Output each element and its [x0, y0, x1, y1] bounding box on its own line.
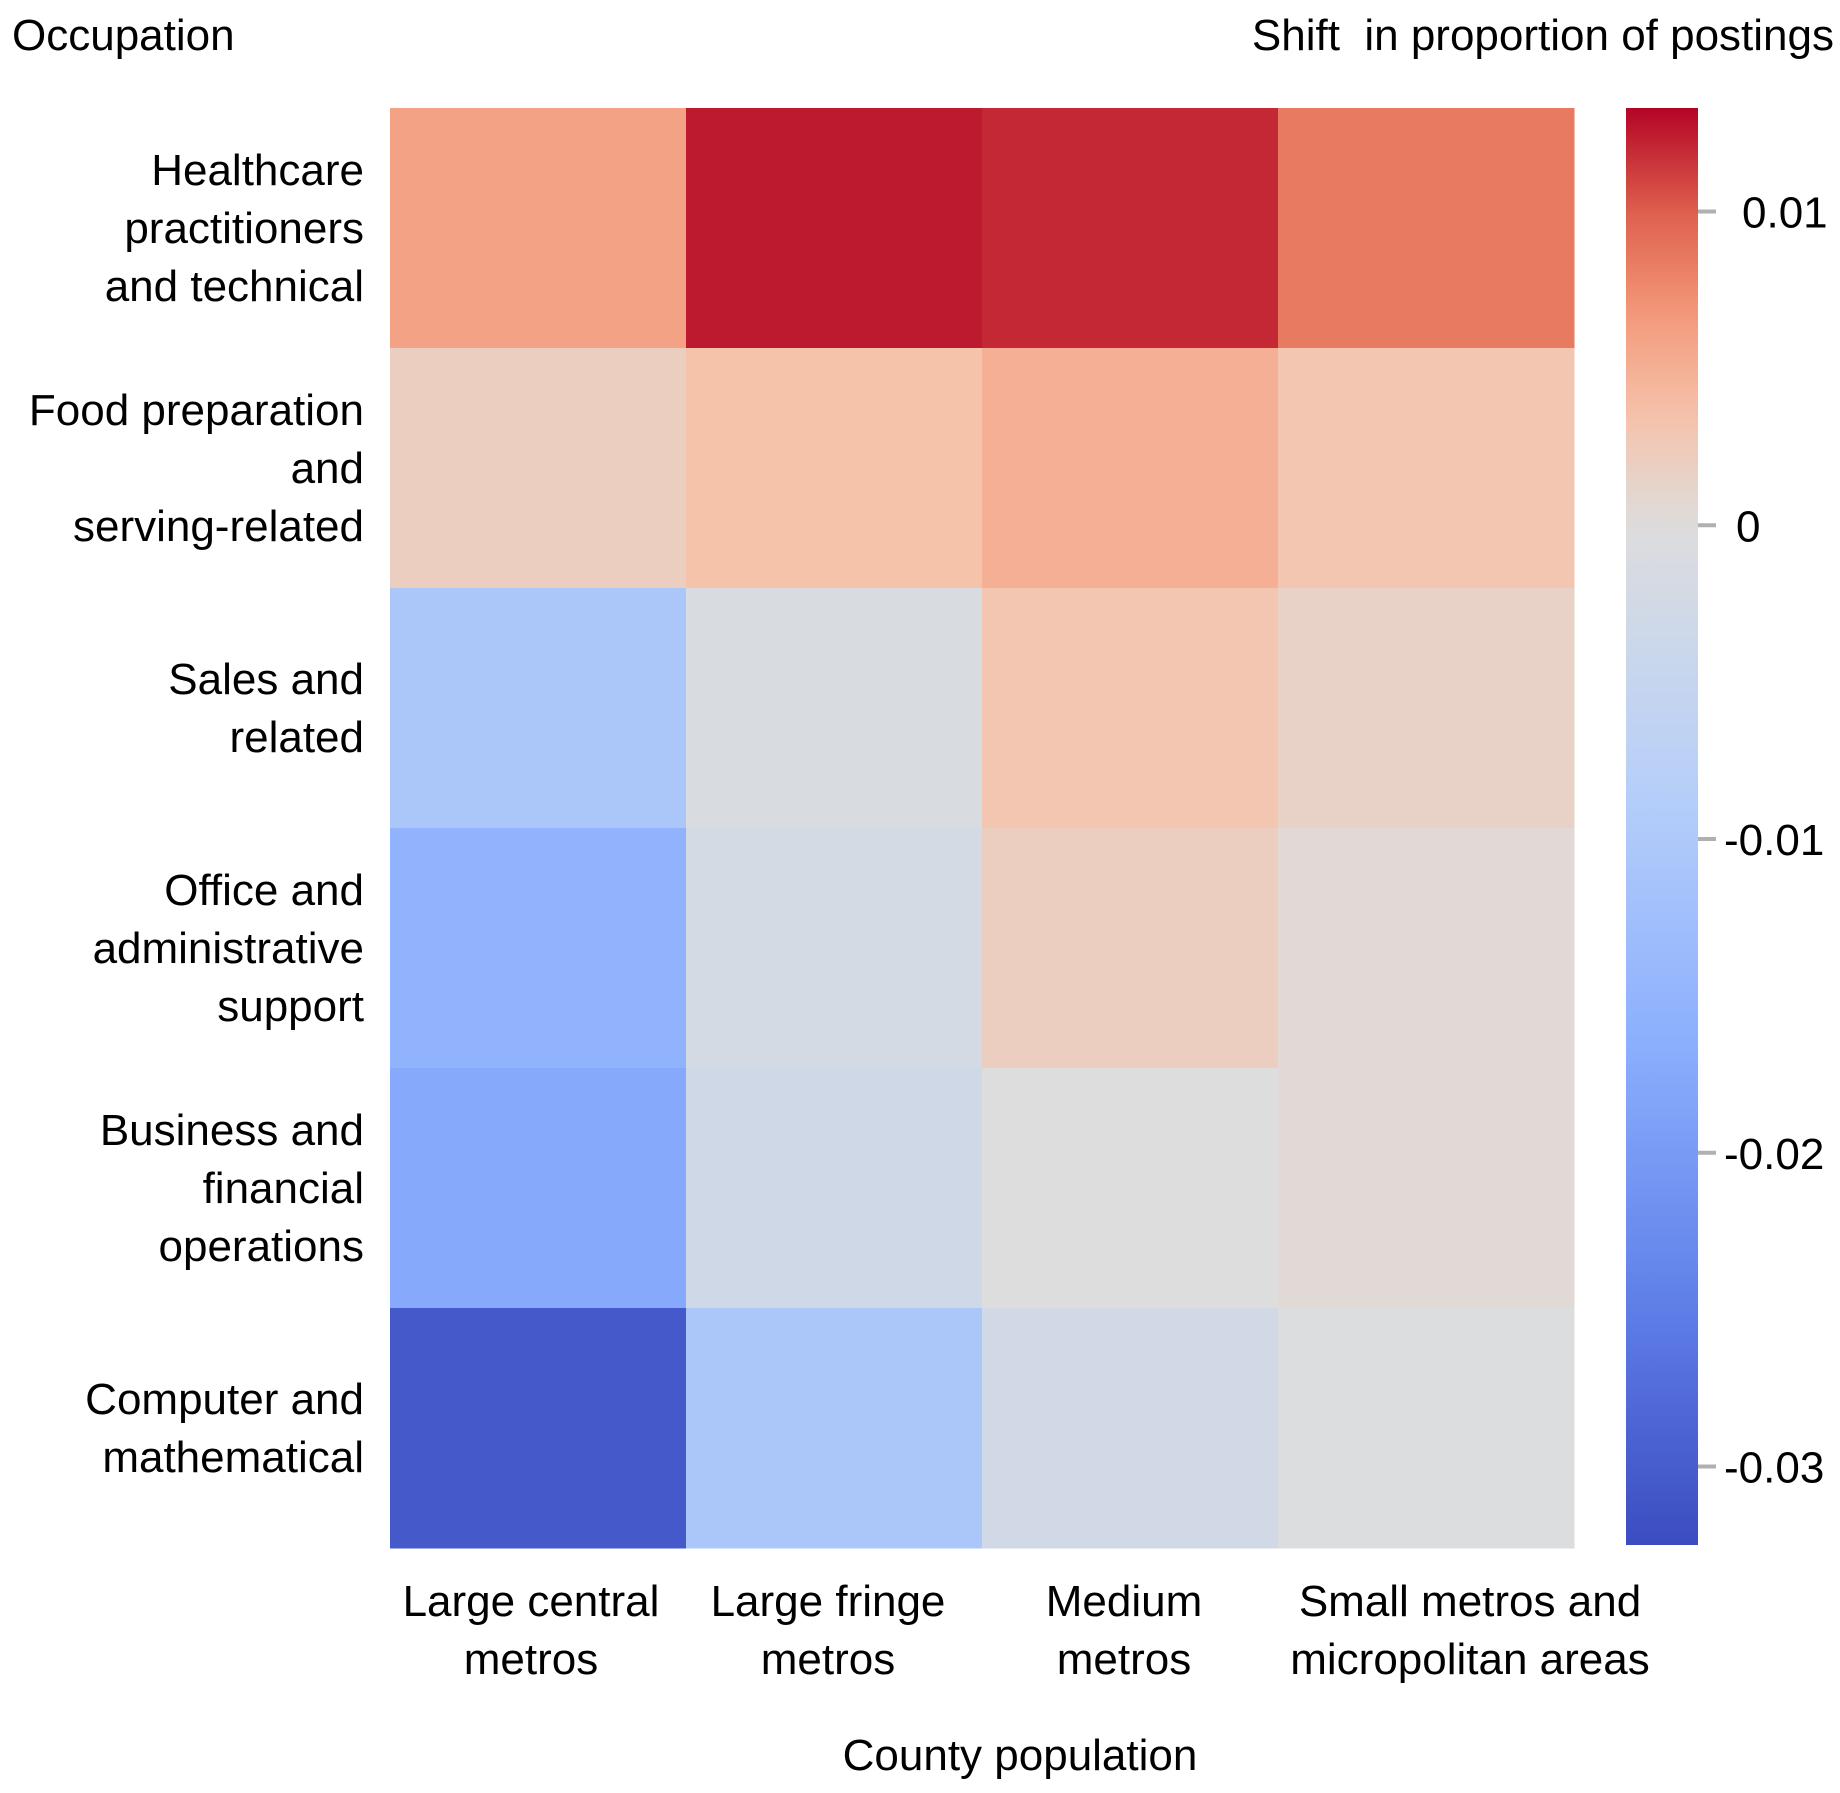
heatmap-cell [982, 588, 1279, 829]
heatmap-cell [1278, 588, 1575, 829]
heatmap-cell [390, 1308, 687, 1549]
heatmap-cell [1278, 1068, 1575, 1309]
heatmap-cell [1278, 828, 1575, 1069]
colorbar-tick-label: -0.02 [1724, 1130, 1824, 1179]
heatmap-cell [686, 1308, 983, 1549]
heatmap-cell [390, 108, 687, 349]
heatmap-cell [390, 1068, 687, 1309]
x-axis-title: County population [843, 1731, 1198, 1780]
row-labels: Healthcare practitioners and technical Food… [29, 146, 364, 1482]
heatmap-cell [1278, 348, 1575, 589]
colorbar-tick-label: -0.03 [1724, 1444, 1824, 1493]
column-label: Large central metros [403, 1577, 660, 1684]
heatmap-cell [982, 1068, 1279, 1309]
colorbar-tick-label: -0.01 [1724, 816, 1824, 865]
heatmap-cell [686, 1068, 983, 1309]
heatmap-cell [982, 348, 1279, 589]
row-label: Business and financial operations [100, 1106, 364, 1271]
colorbar-title: Shift in proportion of postings [1252, 11, 1834, 60]
colorbar [1626, 108, 1698, 1545]
row-label: Computer and mathematical [85, 1375, 364, 1482]
heatmap-cell [982, 108, 1279, 349]
colorbar-ticks: 0.01 0 -0.01 -0.02 -0.03 [1698, 189, 1828, 1493]
heatmap-cell [982, 1308, 1279, 1549]
heatmap-cell [1278, 108, 1575, 349]
heatmap-cells [390, 108, 1575, 1549]
column-label: Small metros and micropolitan areas [1290, 1577, 1650, 1684]
column-label: Medium metros [1046, 1577, 1203, 1684]
column-label: Large fringe metros [711, 1577, 946, 1684]
heatmap-cell [686, 828, 983, 1069]
heatmap-cell [686, 588, 983, 829]
heatmap-cell [1278, 1308, 1575, 1549]
colorbar-tick-label: 0.01 [1742, 189, 1828, 238]
colorbar-tick-label: 0 [1736, 502, 1760, 551]
heatmap-cell [686, 108, 983, 349]
row-label: Healthcare practitioners and technical [105, 146, 364, 311]
heatmap-cell [390, 588, 687, 829]
heatmap-cell [390, 348, 687, 589]
row-label: Sales and related [168, 655, 364, 762]
heatmap-cell [390, 828, 687, 1069]
row-label: Office and administrative support [93, 866, 364, 1031]
row-label: Food preparation and serving-related [29, 386, 364, 551]
y-axis-title: Occupation [12, 11, 235, 60]
column-labels: Large central metros Large fringe metros Med… [403, 1577, 1650, 1684]
heatmap-cell [982, 828, 1279, 1069]
heatmap-cell [686, 348, 983, 589]
